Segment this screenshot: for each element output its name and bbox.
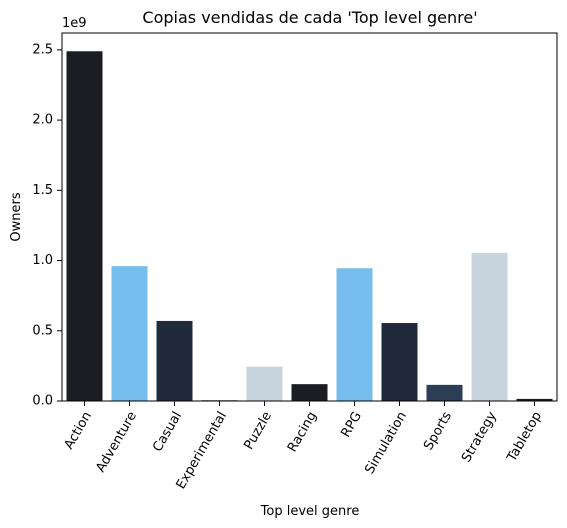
bar-tabletop: [516, 398, 553, 401]
bar-strategy: [471, 252, 508, 401]
bar-adventure: [111, 266, 148, 401]
bar-sports: [426, 384, 463, 401]
bar-casual: [156, 320, 193, 401]
y-offset-label: 1e9: [62, 16, 87, 31]
chart-title: Copias vendidas de cada 'Top level genre…: [142, 8, 477, 27]
x-axis-label: Top level genre: [260, 504, 360, 519]
plot-frame: [61, 32, 558, 402]
y-axis-label: Owners: [9, 192, 24, 241]
bar-racing: [291, 384, 328, 401]
y-tick-label: 1.5: [32, 183, 53, 198]
y-tick-label: 0.5: [32, 323, 53, 338]
bars-group: [66, 51, 553, 401]
y-axis: 0.0 0.5 1.0 1.5 2.0 2.5: [32, 42, 62, 409]
bar-rpg: [336, 268, 373, 401]
bar-simulation: [381, 323, 418, 401]
bar-action: [66, 51, 103, 401]
y-tick-label: 0.0: [32, 394, 53, 409]
y-tick-label: 1.0: [32, 253, 53, 268]
bar-puzzle: [246, 366, 283, 401]
y-tick-label: 2.0: [32, 113, 53, 128]
y-tick-label: 2.5: [32, 42, 53, 57]
